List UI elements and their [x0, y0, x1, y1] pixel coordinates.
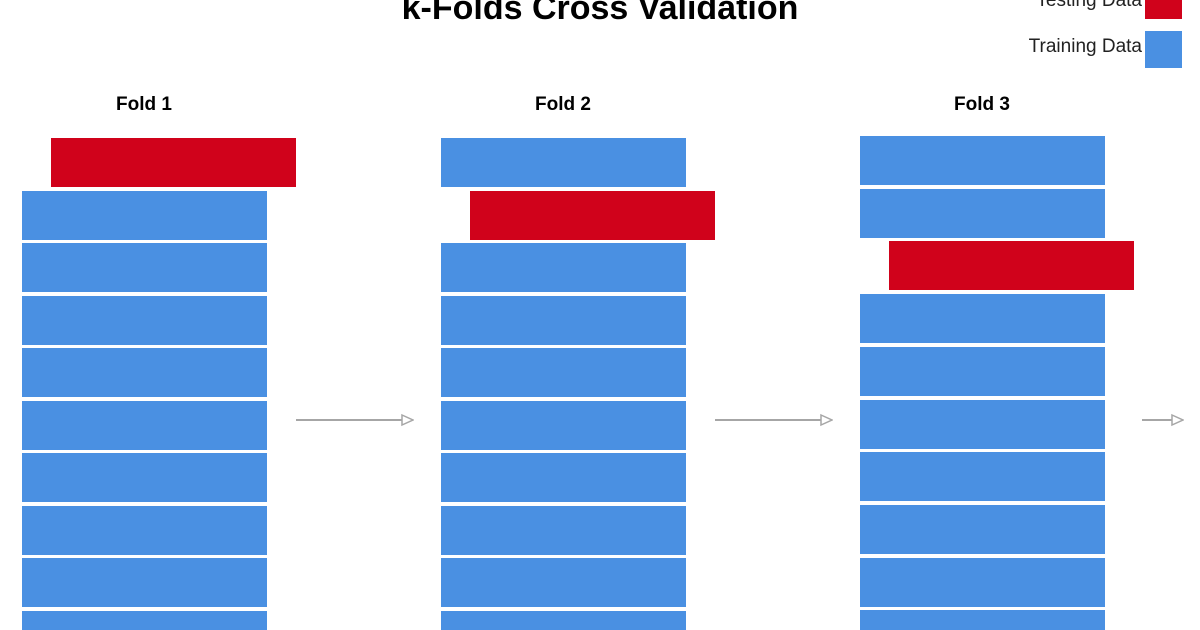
fold-1-training-block: [22, 506, 267, 555]
fold-1-training-block: [22, 401, 267, 450]
fold-1-training-block: [22, 296, 267, 345]
fold-1-training-block: [22, 348, 267, 397]
fold-2-training-block: [441, 138, 686, 187]
fold-1-training-block: [22, 558, 267, 607]
next-fold-arrow-icon: [715, 413, 833, 427]
fold-2-title: Fold 2: [535, 94, 591, 115]
legend-testing-swatch: [1145, 0, 1182, 19]
fold-1-training-block: [22, 243, 267, 292]
fold-1-training-block: [22, 191, 267, 240]
legend-training-label: Training Data: [1028, 36, 1142, 57]
next-fold-arrow-icon: [1142, 413, 1184, 427]
fold-2-training-block: [441, 401, 686, 450]
fold-2-training-block: [441, 611, 686, 630]
fold-3-testing-block: [889, 241, 1134, 290]
fold-3-training-block: [860, 505, 1105, 554]
fold-2-training-block: [441, 453, 686, 502]
fold-1-training-block: [22, 611, 267, 630]
fold-3-training-block: [860, 610, 1105, 630]
fold-2-testing-block: [470, 191, 715, 240]
fold-3-training-block: [860, 558, 1105, 607]
fold-3-title: Fold 3: [954, 94, 1010, 115]
legend-training-swatch: [1145, 31, 1182, 68]
fold-3-training-block: [860, 189, 1105, 238]
fold-3-training-block: [860, 136, 1105, 185]
diagram-title: k-Folds Cross Validation: [401, 0, 799, 27]
fold-2-training-block: [441, 243, 686, 292]
legend-testing-label: Testing Data: [1036, 0, 1142, 11]
fold-3-training-block: [860, 347, 1105, 396]
fold-2-training-block: [441, 348, 686, 397]
fold-1-testing-block: [51, 138, 296, 187]
next-fold-arrow-icon: [296, 413, 414, 427]
fold-1-title: Fold 1: [116, 94, 172, 115]
fold-1-training-block: [22, 453, 267, 502]
fold-3-training-block: [860, 400, 1105, 449]
fold-3-training-block: [860, 294, 1105, 343]
fold-2-training-block: [441, 558, 686, 607]
fold-2-training-block: [441, 506, 686, 555]
fold-3-training-block: [860, 452, 1105, 501]
fold-2-training-block: [441, 296, 686, 345]
